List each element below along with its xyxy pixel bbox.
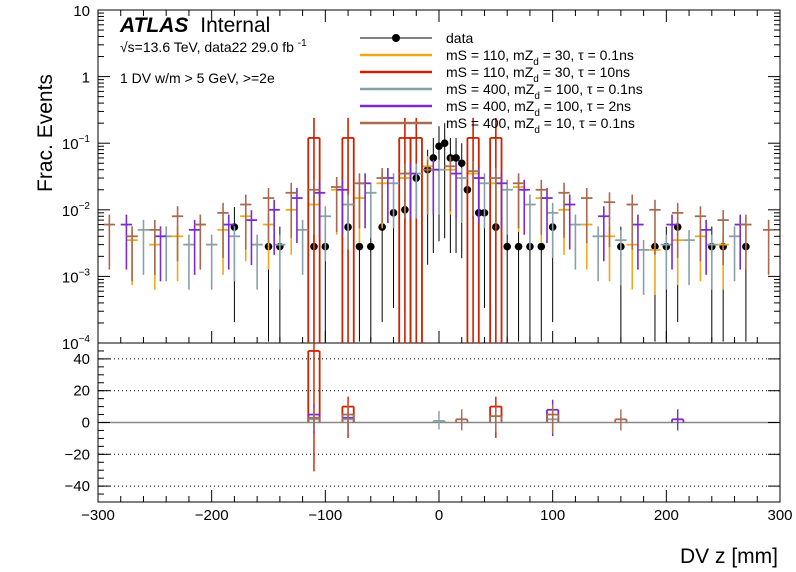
ratio-y-ticks: 40 20 0 −20 −40 bbox=[65, 342, 780, 503]
legend-entry-mS110_mZd30_tau10: mS = 110, mZd = 30, τ = 10ns bbox=[360, 64, 630, 85]
legend-label-text: mS = 400, mZ bbox=[446, 81, 535, 97]
legend-label-subscript: d bbox=[534, 91, 540, 102]
selection-label: 1 DV w/m > 5 GeV, >=2e bbox=[120, 70, 275, 86]
series-mS400_mZd100_tau0p1 bbox=[137, 159, 741, 295]
main-y-tick-base: 10 bbox=[62, 136, 79, 153]
legend-entry-data: data bbox=[360, 30, 473, 46]
data-point bbox=[429, 154, 438, 162]
legend-label: mS = 400, mZd = 100, τ = 0.1ns bbox=[446, 81, 643, 102]
main-y-tick-base: 1 bbox=[82, 70, 90, 87]
legend-label-text: = 100, τ = 2ns bbox=[540, 98, 631, 114]
internal-label: Internal bbox=[200, 14, 270, 37]
main-y-tick-label: 10−2 bbox=[62, 201, 91, 220]
x-tick-label: −100 bbox=[308, 507, 342, 524]
data-point bbox=[452, 154, 460, 162]
legend-label: mS = 110, mZd = 30, τ = 10ns bbox=[446, 64, 630, 85]
legend-label: mS = 110, mZd = 30, τ = 0.1ns bbox=[446, 47, 634, 68]
main-y-tick-label: 10−1 bbox=[62, 134, 91, 153]
data-point bbox=[355, 242, 364, 251]
legend-label: mS = 400, mZd = 10, τ = 0.1ns bbox=[446, 115, 635, 136]
ratio-y-tick-label: −20 bbox=[65, 446, 90, 463]
legend-entry-mS110_mZd30_tau0p1: mS = 110, mZd = 30, τ = 0.1ns bbox=[360, 47, 634, 68]
data-point bbox=[435, 142, 443, 151]
data-point bbox=[503, 242, 512, 251]
ratio-y-tick-label: 40 bbox=[73, 351, 90, 368]
ratio-y-tick-label: 0 bbox=[82, 415, 90, 432]
data-point bbox=[440, 139, 449, 147]
legend-label-text: mS = 110, mZ bbox=[446, 64, 534, 80]
ratio-y-tick-label: −40 bbox=[65, 478, 90, 495]
main-y-tick-label: 1 bbox=[82, 70, 90, 87]
x-tick-label: 300 bbox=[767, 507, 792, 524]
main-y-tick-base: 10 bbox=[73, 3, 90, 20]
main-y-tick-exponent: −3 bbox=[79, 267, 91, 278]
legend-marker bbox=[392, 34, 400, 42]
main-y-tick-label: 10−3 bbox=[62, 267, 91, 286]
ratio-x-ticks: −300 −200 −100 0 100 200 300 bbox=[81, 490, 793, 524]
legend-label-text: = 10, τ = 0.1ns bbox=[540, 115, 635, 131]
legend-label: mS = 400, mZd = 100, τ = 2ns bbox=[446, 98, 631, 119]
x-tick-label: 100 bbox=[540, 507, 565, 524]
main-y-tick-base: 10 bbox=[62, 336, 79, 353]
legend-label-subscript: d bbox=[533, 74, 539, 85]
ratio-ratio_tau0p1_10 bbox=[307, 404, 628, 434]
lumi-superscript: -1 bbox=[298, 38, 307, 49]
ratio-series bbox=[307, 343, 685, 472]
legend-entry-mS400_mZd10_tau0p1: mS = 400, mZd = 10, τ = 0.1ns bbox=[360, 115, 635, 136]
legend-label-text: data bbox=[446, 30, 473, 46]
main-y-tick-exponent: −1 bbox=[79, 134, 91, 145]
main-y-tick-label: 10 bbox=[73, 3, 90, 20]
ratio-y-tick-label: 20 bbox=[73, 383, 90, 400]
data-point bbox=[367, 242, 375, 251]
y-axis-label: Frac. Events bbox=[34, 74, 57, 192]
atlas-label: ATLAS bbox=[119, 14, 188, 37]
series-mS110_mZd30_tau10 bbox=[307, 117, 503, 343]
atlas-label-group: ATLAS Internal bbox=[119, 14, 270, 37]
x-tick-label: 200 bbox=[654, 507, 679, 524]
data-point bbox=[457, 159, 466, 168]
x-tick-label: −300 bbox=[81, 507, 115, 524]
data-point bbox=[537, 242, 546, 251]
series-mS400_mZd10_tau0p1 bbox=[103, 156, 775, 282]
energy-line: √s=13.6 TeV, data22 29.0 fb -1 bbox=[120, 38, 307, 55]
legend-label: data bbox=[446, 30, 473, 46]
legend-entry-mS400_mZd100_tau2: mS = 400, mZd = 100, τ = 2ns bbox=[360, 98, 631, 119]
energy-text: √s=13.6 TeV, data22 29.0 fb bbox=[120, 39, 294, 55]
x-tick-label: −200 bbox=[195, 507, 229, 524]
x-axis-label: DV z [mm] bbox=[680, 545, 778, 568]
legend-label-subscript: d bbox=[534, 108, 540, 119]
x-tick-label: 0 bbox=[435, 507, 443, 524]
legend-label-subscript: d bbox=[533, 57, 539, 68]
main-y-tick-base: 10 bbox=[62, 269, 79, 286]
legend-label-text: = 100, τ = 0.1ns bbox=[540, 81, 643, 97]
legend-label-text: mS = 400, mZ bbox=[446, 98, 535, 114]
legend-label-text: = 30, τ = 10ns bbox=[539, 64, 630, 80]
legend-label-text: mS = 110, mZ bbox=[446, 47, 534, 63]
main-series bbox=[103, 117, 775, 343]
ratio-ratio_tau0p1_100 bbox=[307, 409, 560, 431]
main-y-tick-exponent: −4 bbox=[79, 334, 91, 345]
legend-label-text: mS = 400, mZ bbox=[446, 115, 535, 131]
legend-label-subscript: d bbox=[534, 125, 540, 136]
main-y-tick-exponent: −2 bbox=[79, 201, 91, 212]
ratio-gridlines bbox=[98, 358, 780, 487]
data-point bbox=[514, 242, 523, 251]
legend-label-text: = 30, τ = 0.1ns bbox=[539, 47, 634, 63]
main-y-tick-base: 10 bbox=[62, 203, 79, 220]
ratio-ratio_tau10 bbox=[307, 343, 503, 472]
legend-entry-mS400_mZd100_tau0p1: mS = 400, mZd = 100, τ = 0.1ns bbox=[360, 81, 643, 102]
main-y-tick-label: 10−4 bbox=[62, 334, 91, 353]
